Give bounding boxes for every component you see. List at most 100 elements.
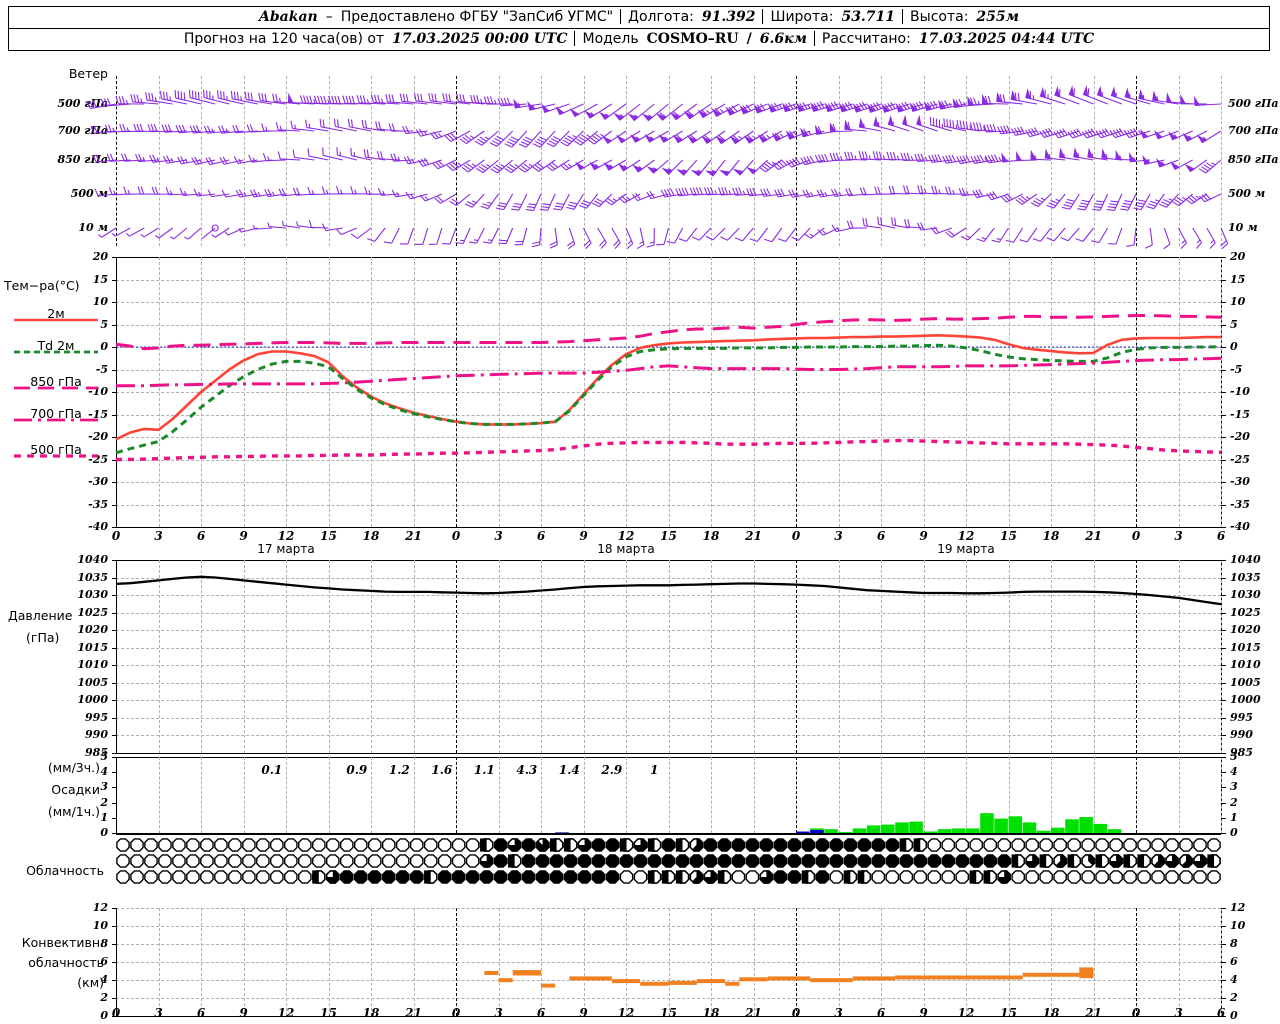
cloud-symbol bbox=[955, 838, 970, 852]
altitude-label: Высота: bbox=[910, 9, 969, 25]
wind-level-label-left: 500 м bbox=[70, 187, 108, 200]
cloud-symbol bbox=[563, 838, 578, 852]
gridline-horizontal bbox=[116, 962, 1221, 963]
wind-barb bbox=[715, 130, 740, 145]
gridline-vertical bbox=[456, 560, 457, 753]
convective-cloud-bar bbox=[611, 979, 641, 984]
precip-bar bbox=[966, 828, 980, 833]
gridline-vertical bbox=[1136, 757, 1137, 833]
cloud-symbol bbox=[298, 870, 312, 884]
wind-barb bbox=[555, 103, 584, 116]
wind-barb bbox=[632, 159, 655, 173]
cloud-symbol bbox=[913, 838, 928, 852]
axis-line bbox=[1221, 665, 1226, 667]
cloud-symbol bbox=[507, 838, 522, 852]
snow-bar bbox=[796, 831, 810, 833]
wind-barb bbox=[573, 130, 599, 146]
model-name: COSMO–RU bbox=[646, 31, 739, 47]
precip-bar bbox=[1022, 822, 1037, 833]
wind-barb bbox=[846, 220, 867, 229]
gridline-vertical bbox=[243, 560, 245, 753]
gridline-vertical bbox=[711, 560, 712, 753]
gridline-horizontal bbox=[116, 665, 1221, 667]
cloud-symbol bbox=[591, 854, 606, 868]
cloud-symbol bbox=[1109, 838, 1123, 852]
cloud-symbol bbox=[172, 854, 186, 868]
precip-bar bbox=[1036, 830, 1051, 833]
convective-cloud-bar bbox=[569, 976, 612, 981]
model-slash: / bbox=[746, 31, 752, 47]
wind-barb bbox=[442, 93, 471, 105]
cloud-symbol bbox=[815, 838, 830, 852]
wind-barb bbox=[675, 187, 697, 197]
cloud-symbol bbox=[200, 854, 214, 868]
temp-tick-right: -5 bbox=[1230, 362, 1243, 376]
cloud-symbol bbox=[759, 838, 774, 852]
wind-barb bbox=[1058, 147, 1080, 161]
wind-barb bbox=[929, 116, 952, 132]
precip-bar bbox=[951, 828, 966, 833]
wind-barb bbox=[895, 101, 924, 113]
cloud-symbol bbox=[1053, 870, 1067, 884]
cloud-symbol bbox=[130, 838, 144, 852]
wind-barb bbox=[1198, 192, 1222, 203]
cloud-symbol bbox=[941, 838, 956, 852]
axis-line bbox=[1221, 980, 1226, 981]
wind-barb bbox=[676, 159, 698, 176]
hour-tick-label-bottom: 21 bbox=[405, 1006, 422, 1020]
wind-barb bbox=[601, 130, 627, 144]
conv-title-3: (км) bbox=[77, 975, 104, 990]
pressure-tick-right: 1035 bbox=[1230, 570, 1261, 584]
hour-tick-label: 12 bbox=[277, 529, 295, 543]
wind-barb bbox=[956, 154, 981, 165]
axis-line bbox=[1221, 787, 1226, 789]
cloud-symbol bbox=[563, 854, 578, 868]
hour-tick-label: 9 bbox=[239, 529, 248, 543]
gridline-vertical bbox=[966, 560, 967, 753]
wind-barb bbox=[249, 189, 272, 198]
wind-barb bbox=[1101, 148, 1122, 161]
cloud-symbol bbox=[1039, 854, 1053, 868]
cloud-symbol bbox=[591, 838, 606, 852]
cloud-symbol bbox=[367, 854, 382, 868]
wind-barb bbox=[810, 101, 839, 112]
divider bbox=[574, 31, 576, 46]
axis-line bbox=[112, 527, 117, 528]
conv-tick-left: 6 bbox=[100, 955, 108, 968]
pressure-section-title-1: Давление bbox=[8, 608, 73, 623]
cloud-symbol bbox=[703, 854, 718, 868]
wind-barb bbox=[489, 130, 514, 147]
cloud-symbol bbox=[997, 870, 1011, 884]
convective-cloud-bar bbox=[895, 975, 1023, 980]
wind-barb bbox=[636, 227, 645, 250]
wind-barb bbox=[862, 217, 882, 229]
temp-tick-right: -25 bbox=[1230, 452, 1250, 466]
gridline-vertical bbox=[1136, 560, 1137, 753]
wind-barb bbox=[140, 227, 159, 238]
wind-barb bbox=[385, 94, 414, 105]
cloud-symbol bbox=[577, 838, 592, 852]
precip-tick-left: 2 bbox=[100, 795, 108, 809]
precip-3h-total: 1 bbox=[650, 763, 659, 777]
pressure-series bbox=[115, 575, 1222, 606]
wind-barb bbox=[145, 92, 173, 105]
cloud-symbol bbox=[1193, 838, 1207, 852]
gridline-vertical bbox=[158, 757, 160, 833]
cloud-symbol bbox=[1025, 870, 1039, 884]
wind-barb bbox=[531, 227, 542, 248]
wind-barb bbox=[1068, 85, 1094, 105]
axis-line bbox=[1221, 612, 1226, 614]
wind-barb bbox=[1193, 95, 1222, 106]
cloud-symbol bbox=[1011, 870, 1025, 884]
wind-level-label-left: 500 гПа bbox=[57, 97, 109, 110]
temp-tick-left: 10 bbox=[92, 295, 108, 308]
cloud-symbol bbox=[871, 870, 886, 884]
cloud-symbol bbox=[549, 854, 564, 868]
cloud-symbol bbox=[284, 870, 298, 884]
calculated-time: 17.03.2025 04:44 UTC bbox=[918, 31, 1095, 47]
precip-bar bbox=[1093, 823, 1108, 833]
axis-line bbox=[1221, 1016, 1226, 1017]
wind-level-label-left: 10 м bbox=[78, 221, 108, 234]
cloud-symbol bbox=[619, 870, 634, 884]
